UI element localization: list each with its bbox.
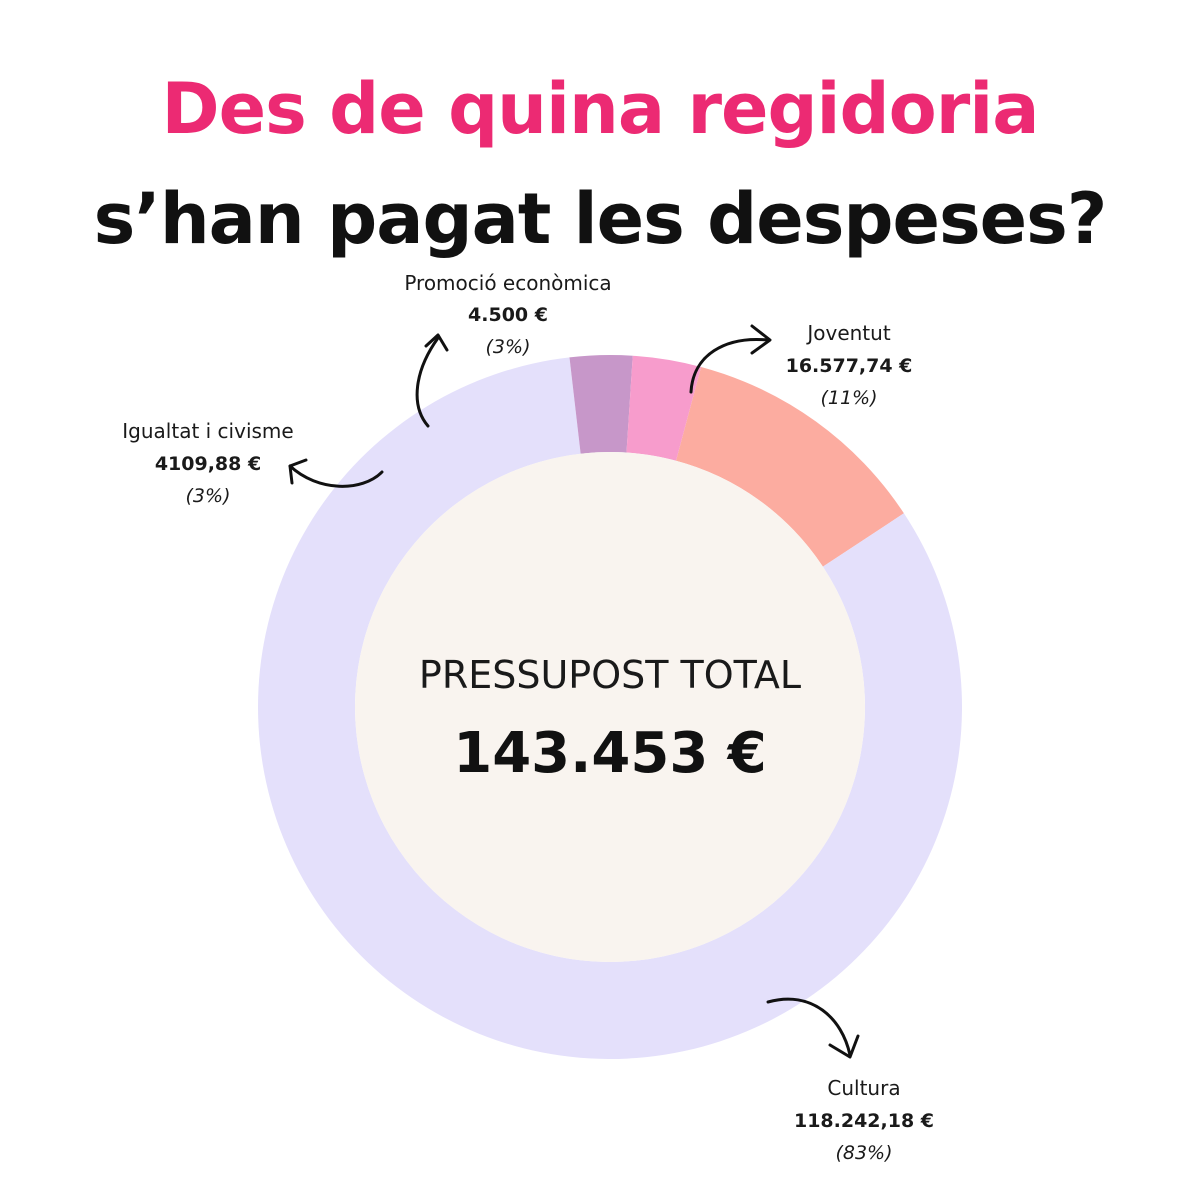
label-joventut-value: 16.577,74 € <box>786 355 913 377</box>
label-cultura: Cultura 118.242,18 € (83%) <box>794 1076 934 1164</box>
label-igualtat-percent: (3%) <box>186 485 231 507</box>
arrow-cultura-head <box>828 1034 860 1059</box>
label-igualtat-value: 4109,88 € <box>155 453 261 475</box>
center-disc <box>355 452 865 962</box>
label-promocio: Promoció econòmica 4.500 € (3%) <box>404 271 611 358</box>
title-line-2: s’han pagat les despeses? <box>93 178 1108 260</box>
label-cultura-name: Cultura <box>827 1076 900 1100</box>
slice-joventut <box>675 366 904 567</box>
arrow-igualtat-head <box>288 458 308 485</box>
label-joventut-name: Joventut <box>805 321 890 345</box>
center-heading: PRESSUPOST TOTAL <box>419 653 801 697</box>
arrow-joventut-head <box>750 324 772 355</box>
donut-slices <box>258 355 963 1059</box>
arrow-igualtat <box>288 464 384 488</box>
arrow-joventut <box>689 337 770 394</box>
label-igualtat-name: Igualtat i civisme <box>122 419 293 443</box>
arrow-promocio-head <box>424 333 449 352</box>
slice-promocio-economica <box>626 355 702 461</box>
label-joventut: Joventut 16.577,74 € (11%) <box>786 321 913 409</box>
label-promocio-name: Promoció econòmica <box>404 271 611 295</box>
arrow-promocio <box>415 336 440 428</box>
title-line-1: Des de quina regidoria <box>161 68 1040 150</box>
label-igualtat: Igualtat i civisme 4109,88 € (3%) <box>122 419 293 507</box>
center-total: 143.453 € <box>453 721 767 786</box>
label-promocio-percent: (3%) <box>486 336 531 358</box>
label-joventut-percent: (11%) <box>820 387 877 409</box>
label-cultura-value: 118.242,18 € <box>794 1110 934 1132</box>
slice-igualtat-i-civisme <box>569 355 633 454</box>
label-cultura-percent: (83%) <box>835 1142 892 1164</box>
label-promocio-value: 4.500 € <box>468 304 548 326</box>
arrow-cultura <box>766 997 852 1057</box>
